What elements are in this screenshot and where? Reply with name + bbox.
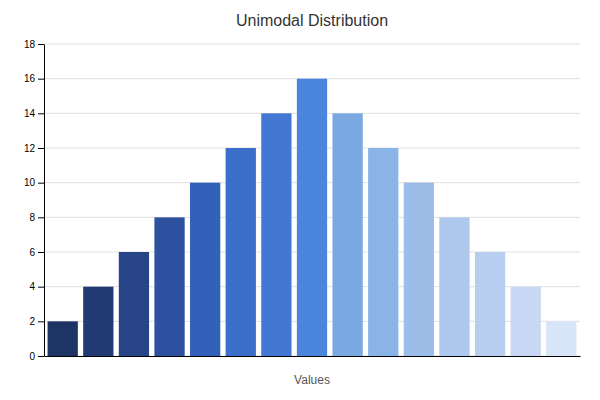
tick: 0 <box>29 351 44 362</box>
tick-label: 12 <box>24 143 36 154</box>
tick-label: 8 <box>29 212 35 223</box>
x-axis <box>45 356 581 357</box>
tick-label: 16 <box>24 73 36 84</box>
x-axis-label: Values <box>294 373 330 387</box>
tick: 8 <box>29 212 44 223</box>
bar <box>404 183 434 356</box>
tick-mark <box>38 321 44 322</box>
tick: 10 <box>24 177 44 188</box>
tick-mark <box>38 79 44 80</box>
tick-label: 4 <box>29 281 35 292</box>
bar <box>511 287 541 356</box>
grid <box>44 44 580 356</box>
tick: 4 <box>29 281 44 292</box>
bar <box>190 183 220 356</box>
bar <box>226 148 256 356</box>
tick-mark <box>38 356 44 357</box>
bar <box>368 148 398 356</box>
bar <box>297 79 327 356</box>
tick-label: 6 <box>29 247 35 258</box>
bar <box>439 217 469 356</box>
bar <box>546 321 576 356</box>
axis-line <box>44 45 45 357</box>
tick: 12 <box>24 143 44 154</box>
bars <box>48 79 577 356</box>
bar <box>48 321 78 356</box>
tick-mark <box>38 217 44 218</box>
tick-mark <box>38 252 44 253</box>
tick-mark <box>38 148 44 149</box>
tick: 18 <box>24 39 44 50</box>
tick: 16 <box>24 73 44 84</box>
tick-label: 2 <box>29 316 35 327</box>
chart: 0 2 4 6 8 10 12 14 16 18 Values Unimodal Distributi… <box>0 0 600 400</box>
tick-label: 18 <box>24 39 36 50</box>
grid-line <box>44 44 580 45</box>
tick-mark <box>38 287 44 288</box>
bar <box>83 287 113 356</box>
bar <box>154 217 184 356</box>
bar <box>119 252 149 356</box>
bar <box>261 113 291 356</box>
axis-line <box>45 356 581 357</box>
tick: 6 <box>29 247 44 258</box>
bar <box>332 113 362 356</box>
tick-mark <box>38 44 44 45</box>
tick-label: 14 <box>24 108 36 119</box>
tick: 14 <box>24 108 44 119</box>
title: Unimodal Distribution <box>236 12 388 29</box>
bar <box>475 252 505 356</box>
tick-label: 10 <box>24 177 36 188</box>
tick: 2 <box>29 316 44 327</box>
y-axis: 0 2 4 6 8 10 12 14 16 18 <box>24 39 45 362</box>
tick-label: 0 <box>29 351 35 362</box>
tick-mark <box>38 183 44 184</box>
tick-mark <box>38 113 44 114</box>
plot-area: 0 2 4 6 8 10 12 14 16 18 <box>24 39 581 362</box>
